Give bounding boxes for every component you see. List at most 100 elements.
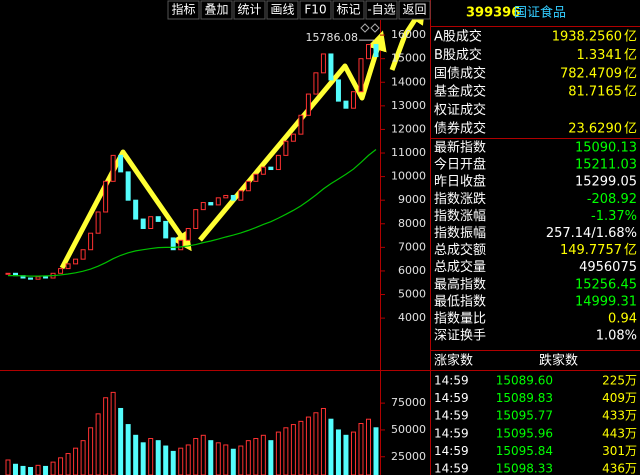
volume-bar xyxy=(125,424,131,475)
tick-volume: 301万 xyxy=(602,444,637,458)
volume-bar xyxy=(313,412,319,475)
candle xyxy=(43,276,49,279)
tick-price: 15095.84 xyxy=(496,444,553,458)
volume-bar xyxy=(118,407,124,475)
volume-bar xyxy=(80,440,86,475)
tick-price: 15095.96 xyxy=(496,426,553,440)
volume-bar xyxy=(200,434,206,475)
candle xyxy=(260,166,266,175)
summary-label: 总成交额 xyxy=(434,242,486,258)
toolbar-button[interactable] xyxy=(398,0,431,20)
candle xyxy=(223,194,229,199)
candle xyxy=(335,79,341,102)
toolbar-button[interactable] xyxy=(365,0,398,20)
summary-value: 23.6290 xyxy=(568,122,622,137)
candle xyxy=(148,216,154,229)
summary-value: -1.37% xyxy=(591,209,637,224)
volume-bar xyxy=(358,423,364,475)
volume-bar xyxy=(208,440,214,475)
volume-bar xyxy=(35,464,41,475)
candle xyxy=(208,202,214,206)
volume-bar xyxy=(298,420,304,475)
candle xyxy=(230,194,236,201)
summary-unit: 亿 xyxy=(624,122,637,137)
volume-bar xyxy=(95,413,101,475)
candle xyxy=(58,268,64,274)
toolbar-label[interactable]: 统计 xyxy=(237,3,261,17)
candle xyxy=(110,154,116,182)
tick-time: 14:59 xyxy=(434,374,469,388)
moving-average xyxy=(8,149,377,277)
toolbar-label[interactable]: 返回 xyxy=(402,3,426,17)
tick-volume: 433万 xyxy=(602,409,637,423)
y-tick-label: 50000 xyxy=(391,423,426,436)
toolbar-button[interactable] xyxy=(266,0,299,20)
summary-value: 4956075 xyxy=(579,260,637,275)
y-tick-label: 4000 xyxy=(398,311,426,324)
volume-bar xyxy=(110,391,116,475)
toolbar-button[interactable] xyxy=(332,0,365,20)
stock-name: 国证食品 xyxy=(514,5,566,21)
summary-unit: 亿 xyxy=(624,30,637,45)
quote-header: 涨家数 xyxy=(434,353,473,369)
y-tick-label: 6000 xyxy=(398,264,426,277)
toolbar-label[interactable]: F10 xyxy=(304,3,326,17)
volume-bar xyxy=(13,463,19,475)
y-tick-label: 12000 xyxy=(391,122,426,135)
toolbar-label[interactable]: 叠加 xyxy=(204,3,228,17)
volume-bar xyxy=(185,444,191,475)
volume-bar xyxy=(275,431,281,475)
candle xyxy=(328,53,334,81)
candle xyxy=(245,180,251,192)
volume-bar xyxy=(305,416,311,475)
candle xyxy=(95,211,101,234)
candle xyxy=(73,258,79,265)
summary-value: 14999.31 xyxy=(575,294,637,309)
volume-bar xyxy=(148,438,154,475)
tick-price: 15095.77 xyxy=(496,409,553,423)
summary-unit: 亿 xyxy=(624,48,637,63)
volume-bar xyxy=(65,453,71,475)
y-tick-label: 15000 xyxy=(391,52,426,65)
tick-volume: 443万 xyxy=(602,426,637,440)
volume-bar xyxy=(373,427,379,475)
volume-bar xyxy=(215,442,221,475)
candle xyxy=(118,154,124,173)
volume-bar xyxy=(133,434,139,475)
toolbar-label[interactable]: -自选 xyxy=(367,3,395,17)
volume-bar xyxy=(73,447,79,475)
candle xyxy=(275,154,281,171)
candle xyxy=(298,114,304,135)
candle xyxy=(283,140,289,156)
candle xyxy=(133,199,139,220)
candle xyxy=(163,220,169,239)
candle xyxy=(155,216,161,222)
candle xyxy=(185,227,191,241)
summary-label: 基金成交 xyxy=(434,84,486,100)
y-tick-label: 7000 xyxy=(398,240,426,253)
volume-bar xyxy=(253,438,259,475)
toolbar-button[interactable] xyxy=(233,0,266,20)
toolbar-label[interactable]: 标记 xyxy=(336,3,360,17)
summary-value: 0.94 xyxy=(608,312,637,327)
trend-arrow xyxy=(389,3,426,71)
candle xyxy=(305,93,311,116)
y-tick-label: 10000 xyxy=(391,170,426,183)
tick-price: 15098.33 xyxy=(496,462,553,475)
summary-label: 昨日收盘 xyxy=(434,174,486,190)
toolbar-button[interactable] xyxy=(167,0,200,20)
summary-value: 1.3341 xyxy=(577,48,623,63)
toolbar-button[interactable] xyxy=(299,0,332,20)
toolbar-label[interactable]: 画线 xyxy=(270,3,294,17)
tick-time: 14:59 xyxy=(434,391,469,405)
volume-bar xyxy=(238,445,244,475)
summary-label: 指数振幅 xyxy=(434,226,486,241)
y-tick-label: 14000 xyxy=(391,75,426,88)
candle xyxy=(65,263,71,270)
summary-label: 今日开盘 xyxy=(434,157,486,173)
toolbar-label[interactable]: 指标 xyxy=(171,2,195,17)
toolbar-button[interactable] xyxy=(200,0,233,20)
summary-value: 15211.03 xyxy=(575,158,637,173)
volume-bar xyxy=(58,457,64,475)
summary-value: 782.4709 xyxy=(560,66,622,81)
